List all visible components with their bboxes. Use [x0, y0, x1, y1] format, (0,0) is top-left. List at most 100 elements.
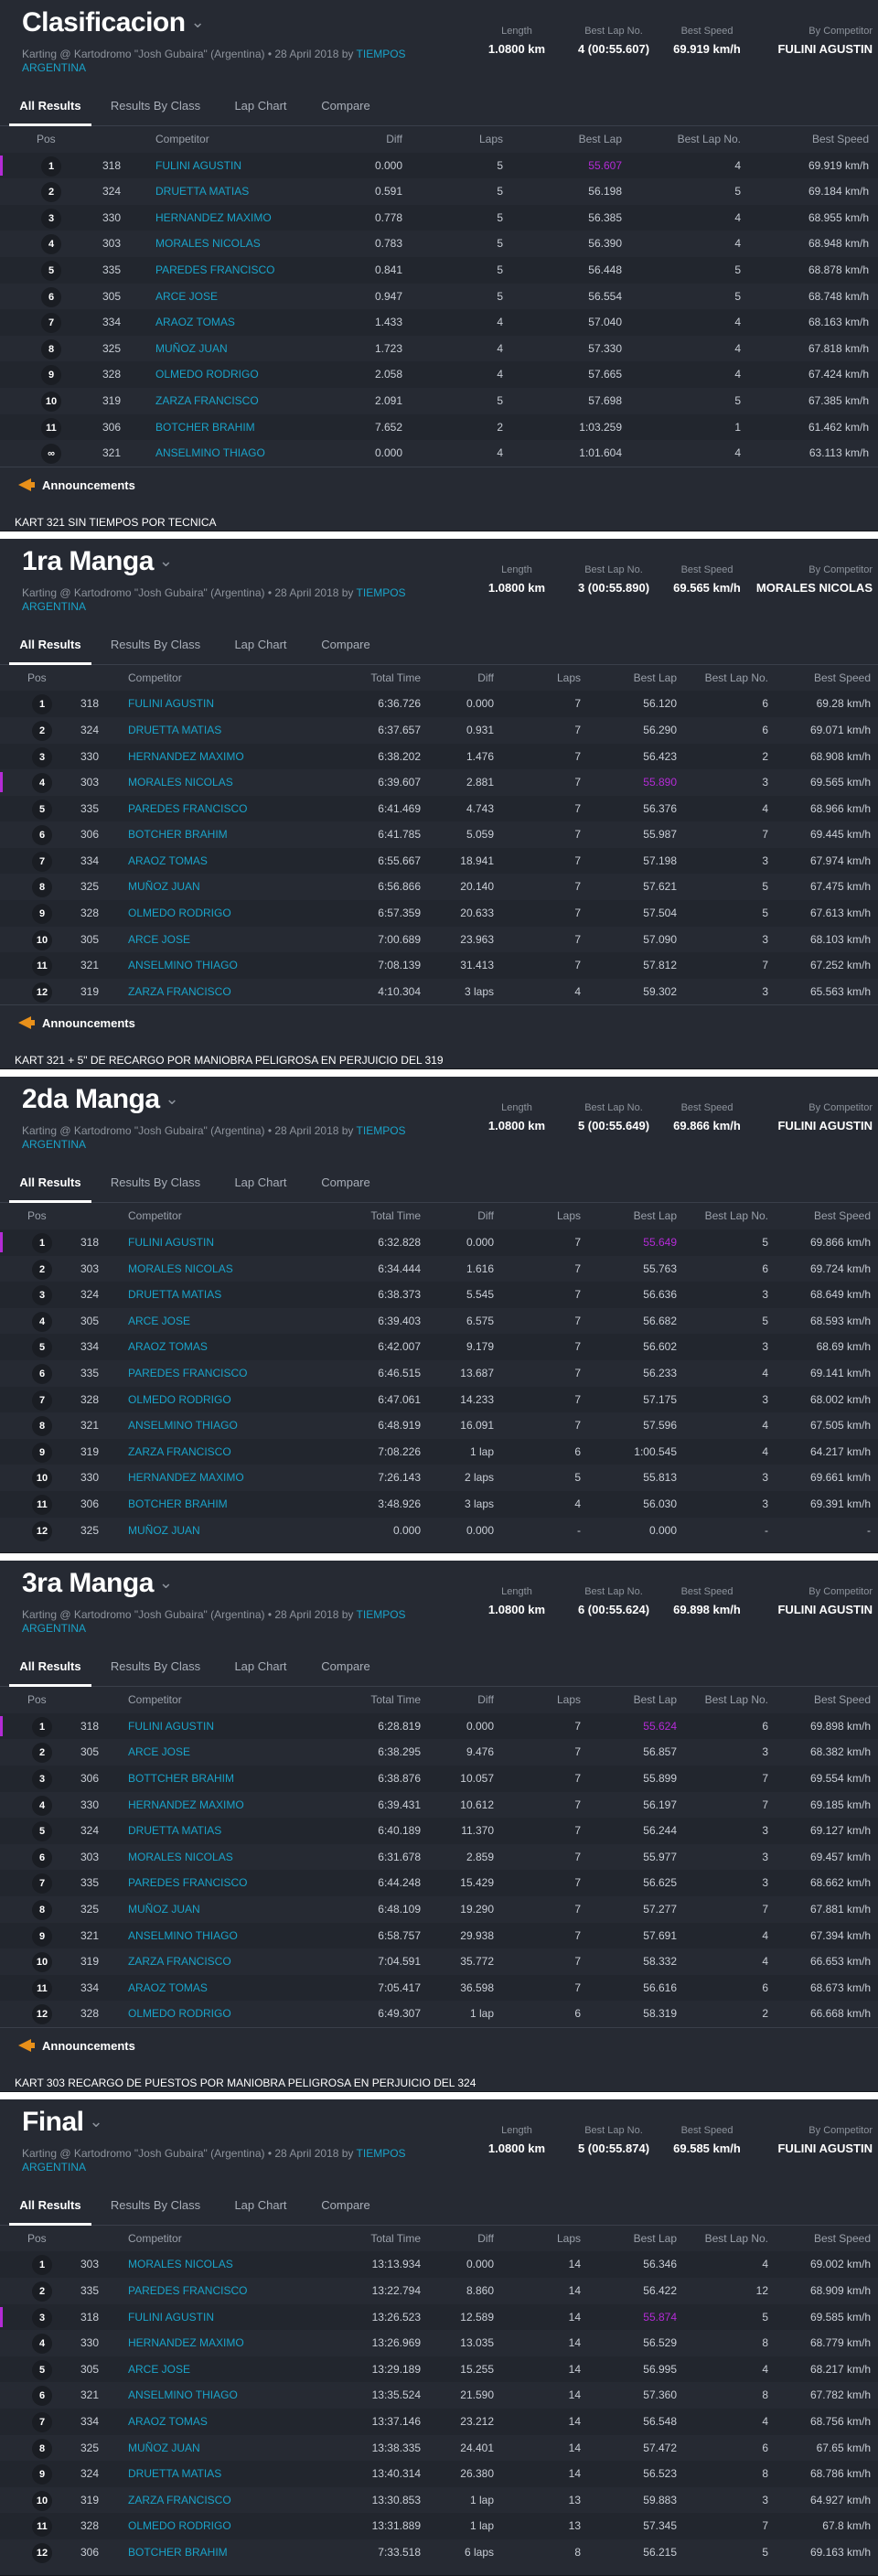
- column-header-laps[interactable]: Laps: [478, 133, 503, 145]
- cell-competitor[interactable]: FULINI AGUSTIN: [128, 1713, 302, 1740]
- announcements-bar[interactable]: Announcements: [0, 2026, 878, 2064]
- table-row[interactable]: 8 325 MUÑOZ JUAN 1.723 4 57.330 4 67.818 km/h: [0, 336, 878, 362]
- table-row[interactable]: 8 325 MUÑOZ JUAN 6:56.866 20.140 7 57.621 5 67.4…: [0, 874, 878, 900]
- competitor-link[interactable]: ARAOZ TOMAS: [128, 1340, 208, 1354]
- cell-competitor[interactable]: ARCE JOSE: [128, 2356, 302, 2383]
- cell-competitor[interactable]: OLMEDO RODRIGO: [128, 1387, 302, 1413]
- competitor-link[interactable]: ARAOZ TOMAS: [128, 853, 208, 867]
- cell-competitor[interactable]: BOTCHER BRAHIM: [128, 2539, 302, 2566]
- competitor-link[interactable]: HERNANDEZ MAXIMO: [128, 1471, 244, 1485]
- announcements-bar[interactable]: Announcements: [0, 1004, 878, 1041]
- cell-competitor[interactable]: HERNANDEZ MAXIMO: [128, 1465, 302, 1491]
- competitor-link[interactable]: MUÑOZ JUAN: [155, 341, 228, 355]
- cell-competitor[interactable]: ZARZA FRANCISCO: [128, 1948, 302, 1975]
- cell-competitor[interactable]: ANSELMINO THIAGO: [155, 440, 311, 467]
- cell-competitor[interactable]: HERNANDEZ MAXIMO: [128, 1792, 302, 1819]
- competitor-link[interactable]: HERNANDEZ MAXIMO: [128, 1798, 244, 1811]
- table-row[interactable]: 1 318 FULINI AGUSTIN 0.000 5 55.607 4 69.919 km…: [0, 152, 878, 179]
- column-header-total-time[interactable]: Total Time: [370, 671, 421, 684]
- cell-competitor[interactable]: BOTCHER BRAHIM: [128, 821, 302, 848]
- cell-competitor[interactable]: ARAOZ TOMAS: [128, 1334, 302, 1360]
- cell-competitor[interactable]: OLMEDO RODRIGO: [128, 900, 302, 927]
- competitor-link[interactable]: BOTCHER BRAHIM: [128, 2546, 228, 2559]
- table-row[interactable]: 5 335 PAREDES FRANCISCO 0.841 5 56.448 5 68.878…: [0, 256, 878, 284]
- competitor-link[interactable]: ZARZA FRANCISCO: [128, 1955, 231, 1969]
- cell-competitor[interactable]: ZARZA FRANCISCO: [128, 979, 302, 1005]
- column-header-competitor[interactable]: Competitor: [128, 1693, 182, 1707]
- tab-all-results[interactable]: All Results: [9, 1650, 91, 1688]
- competitor-link[interactable]: HERNANDEZ MAXIMO: [128, 2336, 244, 2350]
- cell-competitor[interactable]: MORALES NICOLAS: [128, 1844, 302, 1871]
- table-row[interactable]: 5 324 DRUETTA MATIAS 6:40.189 11.370 7 56.244 3…: [0, 1818, 878, 1844]
- competitor-link[interactable]: BOTCHER BRAHIM: [128, 828, 228, 842]
- tab-lap-chart[interactable]: Lap Chart: [234, 1659, 287, 1674]
- column-header-best-lap[interactable]: Best Lap: [578, 133, 622, 145]
- competitor-link[interactable]: ZARZA FRANCISCO: [128, 2493, 231, 2506]
- tab-results-by-class[interactable]: Results By Class: [110, 1659, 201, 1674]
- competitor-link[interactable]: DRUETTA MATIAS: [128, 723, 222, 736]
- organizer-link[interactable]: TIEMPOS ARGENTINA: [22, 585, 406, 613]
- competitor-link[interactable]: OLMEDO RODRIGO: [155, 368, 259, 381]
- table-row[interactable]: 3 330 HERNANDEZ MAXIMO 0.778 5 56.385 4 68.955 …: [0, 204, 878, 231]
- tab-results-by-class[interactable]: Results By Class: [110, 637, 201, 651]
- table-row[interactable]: 10 319 ZARZA FRANCISCO 2.091 5 57.698 5 67.385 …: [0, 388, 878, 414]
- table-row[interactable]: 9 328 OLMEDO RODRIGO 2.058 4 57.665 4 67.424 km…: [0, 361, 878, 388]
- tab-all-results[interactable]: All Results: [9, 2189, 91, 2226]
- cell-competitor[interactable]: ANSELMINO THIAGO: [128, 1412, 302, 1439]
- column-header-competitor[interactable]: Competitor: [128, 2231, 182, 2245]
- session-title[interactable]: Final ⌄: [22, 2107, 103, 2138]
- organizer-link[interactable]: TIEMPOS ARGENTINA: [22, 1608, 406, 1636]
- cell-competitor[interactable]: FULINI AGUSTIN: [128, 691, 302, 717]
- table-row[interactable]: 4 305 ARCE JOSE 6:39.403 6.575 7 56.682 5 68.593…: [0, 1308, 878, 1335]
- competitor-link[interactable]: OLMEDO RODRIGO: [128, 2519, 231, 2533]
- table-row[interactable]: 11 306 BOTCHER BRAHIM 7.652 2 1:03.259 1 61.462…: [0, 413, 878, 441]
- cell-competitor[interactable]: ANSELMINO THIAGO: [128, 952, 302, 979]
- table-row[interactable]: 7 335 PAREDES FRANCISCO 6:44.248 15.429 7 56.6…: [0, 1870, 878, 1896]
- column-header-total-time[interactable]: Total Time: [370, 1693, 421, 1707]
- table-row[interactable]: 9 324 DRUETTA MATIAS 13:40.314 26.380 14 56.52…: [0, 2461, 878, 2487]
- competitor-link[interactable]: ZARZA FRANCISCO: [128, 984, 231, 998]
- cell-competitor[interactable]: DRUETTA MATIAS: [128, 1282, 302, 1308]
- competitor-link[interactable]: FULINI AGUSTIN: [155, 158, 242, 172]
- cell-competitor[interactable]: OLMEDO RODRIGO: [155, 361, 311, 388]
- table-row[interactable]: 11 328 OLMEDO RODRIGO 13:31.889 1 lap 13 57.34…: [0, 2513, 878, 2539]
- column-header-diff[interactable]: Diff: [477, 1209, 494, 1223]
- table-row[interactable]: 12 325 MUÑOZ JUAN 0.000 0.000 - 0.000 - -: [0, 1518, 878, 1544]
- cell-competitor[interactable]: HERNANDEZ MAXIMO: [128, 2330, 302, 2356]
- table-row[interactable]: 2 324 DRUETTA MATIAS 6:37.657 0.931 7 56.290 6 6…: [0, 717, 878, 744]
- organizer-link[interactable]: TIEMPOS ARGENTINA: [22, 2146, 406, 2174]
- tab-lap-chart[interactable]: Lap Chart: [234, 1175, 287, 1190]
- competitor-link[interactable]: OLMEDO RODRIGO: [128, 907, 231, 920]
- table-row[interactable]: 1 318 FULINI AGUSTIN 6:28.819 0.000 7 55.624 6 6…: [0, 1712, 878, 1740]
- cell-competitor[interactable]: ZARZA FRANCISCO: [128, 1439, 302, 1465]
- competitor-link[interactable]: MORALES NICOLAS: [155, 237, 261, 251]
- cell-competitor[interactable]: MUÑOZ JUAN: [128, 874, 302, 900]
- table-row[interactable]: 11 321 ANSELMINO THIAGO 7:08.139 31.413 7 57.8…: [0, 952, 878, 979]
- column-header-best-lap[interactable]: Best Lap: [633, 1209, 677, 1223]
- tab-results-by-class[interactable]: Results By Class: [110, 2197, 201, 2212]
- table-row[interactable]: 7 334 ARAOZ TOMAS 1.433 4 57.040 4 68.163 km/h: [0, 309, 878, 336]
- table-row[interactable]: 3 318 FULINI AGUSTIN 13:26.523 12.589 14 55.87…: [0, 2303, 878, 2331]
- table-row[interactable]: 7 328 OLMEDO RODRIGO 6:47.061 14.233 7 57.175 3…: [0, 1386, 878, 1413]
- table-row[interactable]: 9 328 OLMEDO RODRIGO 6:57.359 20.633 7 57.504 5…: [0, 900, 878, 927]
- table-row[interactable]: 8 321 ANSELMINO THIAGO 6:48.919 16.091 7 57.59…: [0, 1412, 878, 1439]
- competitor-link[interactable]: MORALES NICOLAS: [128, 1261, 233, 1275]
- cell-competitor[interactable]: PAREDES FRANCISCO: [128, 1360, 302, 1387]
- competitor-link[interactable]: ARCE JOSE: [128, 2362, 191, 2376]
- table-row[interactable]: 11 306 BOTCHER BRAHIM 3:48.926 3 laps 4 56.030…: [0, 1490, 878, 1518]
- table-row[interactable]: 3 330 HERNANDEZ MAXIMO 6:38.202 1.476 7 56.423…: [0, 743, 878, 770]
- table-row[interactable]: 4 303 MORALES NICOLAS 6:39.607 2.881 7 55.890 3…: [0, 769, 878, 796]
- column-header-diff[interactable]: Diff: [477, 671, 494, 684]
- competitor-link[interactable]: MORALES NICOLAS: [128, 2258, 233, 2271]
- cell-competitor[interactable]: MORALES NICOLAS: [128, 769, 302, 796]
- table-row[interactable]: 3 324 DRUETTA MATIAS 6:38.373 5.545 7 56.636 3 6…: [0, 1282, 878, 1308]
- cell-competitor[interactable]: BOTCHER BRAHIM: [128, 1491, 302, 1518]
- tab-all-results[interactable]: All Results: [9, 90, 91, 126]
- table-row[interactable]: 8 325 MUÑOZ JUAN 6:48.109 19.290 7 57.277 7 67.8…: [0, 1896, 878, 1923]
- cell-competitor[interactable]: BOTCHER BRAHIM: [155, 414, 311, 441]
- table-row[interactable]: 9 321 ANSELMINO THIAGO 6:58.757 29.938 7 57.69…: [0, 1922, 878, 1949]
- cell-competitor[interactable]: OLMEDO RODRIGO: [128, 2001, 302, 2027]
- competitor-link[interactable]: ARCE JOSE: [155, 289, 219, 303]
- tab-lap-chart[interactable]: Lap Chart: [234, 99, 287, 113]
- column-header-best-lap[interactable]: Best Lap: [633, 671, 677, 684]
